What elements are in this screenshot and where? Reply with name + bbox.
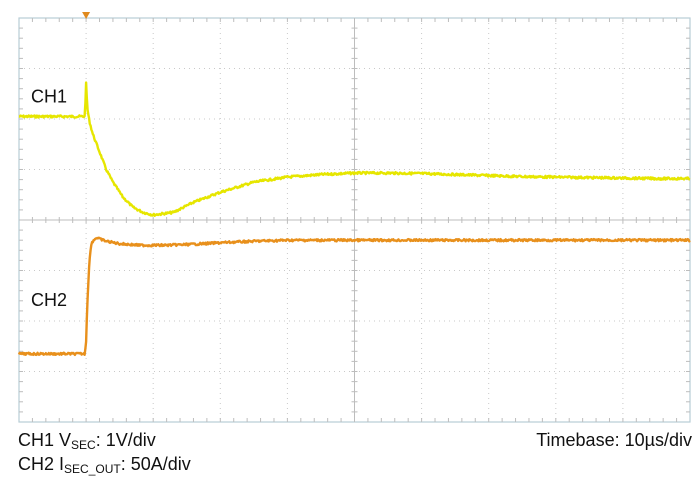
ch1-caption-prefix: CH1 V: [18, 430, 72, 450]
ch2-caption-prefix: CH2 I: [18, 454, 65, 474]
ch2-caption-subscript: SEC_OUT: [64, 462, 121, 476]
channel-label-ch1: CH1: [31, 86, 67, 106]
trace-ch1: [18, 81, 691, 218]
ch2-caption-suffix: : 50A/div: [120, 454, 191, 474]
ch1-caption-subscript: SEC: [71, 438, 96, 452]
ch1-scale-caption: CH1 VSEC: 1V/div: [18, 430, 156, 455]
ch2-scale-caption: CH2 ISEC_OUT: 50A/div: [18, 454, 191, 479]
channel-label-ch2: CH2: [31, 290, 67, 310]
trace-ch2: [17, 236, 691, 357]
timebase-caption: Timebase: 10µs/div: [536, 430, 692, 450]
oscilloscope-plot: CH1 CH2: [17, 12, 691, 423]
ch1-caption-suffix: : 1V/div: [95, 430, 156, 450]
trigger-marker: [82, 12, 91, 19]
